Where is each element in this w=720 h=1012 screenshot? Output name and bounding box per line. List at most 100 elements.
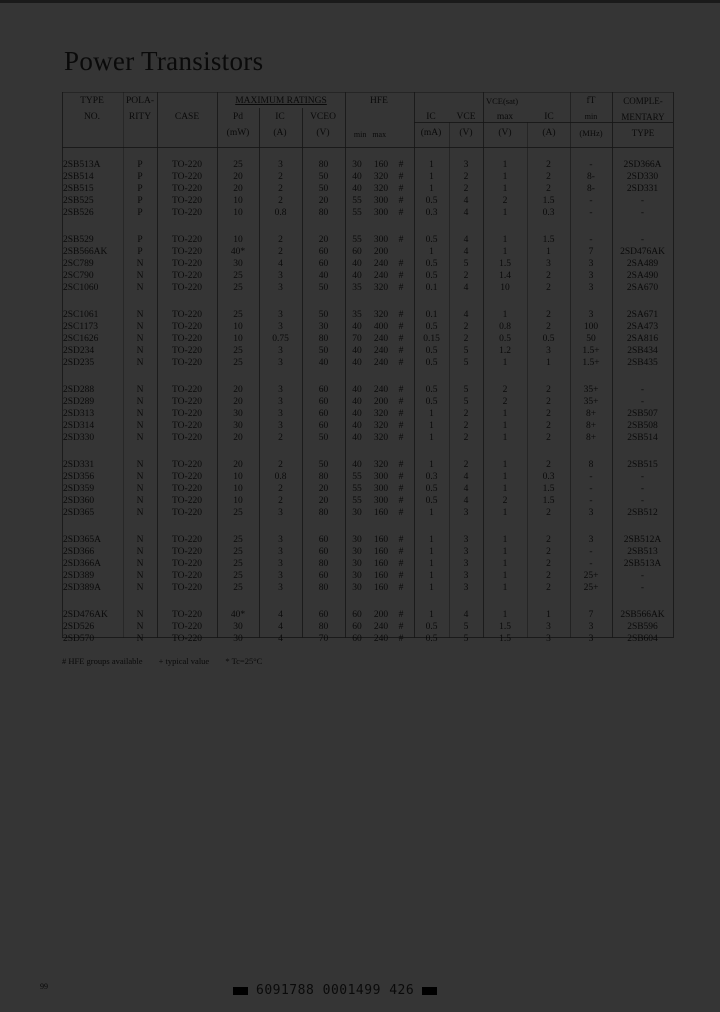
footnote-typical: + typical value [158, 656, 210, 666]
table-row: 2SD235 N TO-220 25 3 40 40 240 #0.5 5 1 1 1.5+ 2SB435 [62, 357, 673, 369]
cell-hfe-vce: 3 [463, 160, 469, 170]
cell-hfe-ic: 1 [429, 547, 434, 557]
table-row: 2SB529 P TO-220 10 2 20 55 300 #0.5 4 1 1.5 - - [62, 234, 673, 246]
cell-vcesat-max: 1 [502, 571, 508, 581]
cell-polarity: N [136, 610, 144, 620]
hfe-max: 160 [373, 559, 389, 569]
hfe-min: 55 [352, 496, 362, 506]
cell-case: TO-220 [172, 397, 202, 407]
cell-hfe: 40 320 # [345, 420, 414, 432]
cell-vceo: 60 [318, 571, 329, 581]
cell-vceo: 60 [318, 610, 329, 620]
hfe-min: 60 [352, 622, 362, 632]
hfe-group-mark: # [398, 283, 404, 293]
cell-hfe-ic: 0.5 [425, 322, 438, 332]
cell-vcesat-max: 1 [502, 535, 508, 545]
page-title: Power Transistors [64, 46, 264, 76]
cell-vceo: 20 [318, 196, 329, 206]
hfe-min: 40 [352, 259, 362, 269]
cell-polarity: P [137, 184, 143, 194]
cell-hfe-vce: 2 [463, 271, 469, 281]
header-hfe-ic-unit: (mA) [420, 128, 442, 138]
cell-type-no: 2SD289 [63, 397, 95, 407]
cell-hfe: 35 320 # [345, 282, 414, 294]
group-spacer [62, 369, 673, 384]
cell-polarity: P [137, 160, 143, 170]
hfe-group-mark: # [398, 310, 404, 320]
cell-type-no: 2SB515 [63, 184, 94, 194]
cell-case: TO-220 [172, 346, 202, 356]
cell-vcesat-ic: 2 [546, 172, 551, 182]
cell-type-no: 2SC790 [63, 271, 94, 281]
cell-type-no: 2SB514 [63, 172, 94, 182]
table-row: 2SD330 N TO-220 20 2 50 40 320 #1 2 1 2 8+ 2SB514 [62, 432, 673, 444]
table-row: 2SC1060 N TO-220 25 3 50 35 320 #0.1 4 10 2 3 2SA670 [62, 282, 673, 294]
hfe-min: 55 [352, 484, 362, 494]
cell-ic: 2 [278, 172, 283, 182]
cell-vcesat-ic: 2 [546, 271, 551, 281]
header-polarity-2: RITY [128, 112, 152, 122]
cell-vcesat-ic: 2 [546, 310, 551, 320]
cell-pd: 30 [233, 409, 243, 419]
cell-hfe-ic: 0.5 [425, 622, 438, 632]
cell-hfe: 30 160 # [345, 546, 414, 558]
table-row: 2SC1626 N TO-220 10 0.75 80 70 240 #0.15 2 0.5 0.5 5… [62, 333, 673, 345]
cell-ic: 2 [278, 460, 283, 470]
cell-vceo: 80 [318, 208, 329, 218]
cell-hfe-vce: 2 [463, 172, 469, 182]
cell-vceo: 50 [318, 346, 329, 356]
header-vcesat-max-unit: (V) [498, 128, 512, 138]
cell-pd: 25 [233, 310, 243, 320]
cell-case: TO-220 [172, 247, 202, 257]
cell-ic: 3 [278, 535, 283, 545]
cell-case: TO-220 [172, 571, 202, 581]
table-rule [612, 92, 613, 638]
cell-ft: 3 [588, 634, 594, 644]
cell-vcesat-max: 2 [502, 397, 508, 407]
cell-complementary-type: - [640, 496, 645, 506]
cell-vcesat-ic: 1 [546, 358, 551, 368]
cell-hfe-ic: 0.5 [425, 385, 438, 395]
cell-vcesat-max: 1 [502, 472, 508, 482]
hfe-min: 55 [352, 208, 362, 218]
cell-vcesat-ic: 1.5 [542, 496, 555, 506]
table-rule [345, 92, 346, 638]
cell-vceo: 50 [318, 184, 329, 194]
table-row: 2SD389A N TO-220 25 3 80 30 160 #1 3 1 2 25+ - [62, 582, 673, 594]
hfe-min: 40 [352, 421, 362, 431]
cell-vcesat-max: 1 [502, 460, 508, 470]
cell-pd: 25 [233, 571, 243, 581]
table-rule [62, 92, 63, 638]
cell-vcesat-ic: 2 [546, 160, 551, 170]
header-case: CASE [174, 112, 200, 122]
cell-type-no: 2SD365A [63, 535, 102, 545]
hfe-group-mark: # [398, 235, 404, 245]
cell-ic: 3 [278, 283, 283, 293]
cell-hfe-vce: 5 [463, 259, 469, 269]
table-row: 2SD365A N TO-220 25 3 60 30 160 #1 3 1 2 3 2SB512A [62, 534, 673, 546]
cell-pd: 25 [233, 535, 243, 545]
cell-pd: 25 [233, 583, 243, 593]
cell-vcesat-ic: 1 [546, 247, 551, 257]
cell-hfe: 60 240 # [345, 633, 414, 645]
cell-hfe-vce: 4 [463, 310, 469, 320]
cell-polarity: N [136, 571, 144, 581]
cell-case: TO-220 [172, 160, 202, 170]
cell-complementary-type: - [640, 385, 645, 395]
cell-polarity: N [136, 535, 144, 545]
cell-polarity: N [136, 421, 144, 431]
cell-complementary-type: 2SB515 [627, 460, 658, 470]
group-spacer [62, 294, 673, 309]
cell-ft: 8- [587, 184, 595, 194]
cell-ic: 3 [278, 571, 283, 581]
cell-vcesat-ic: 2 [546, 385, 551, 395]
cell-vcesat-max: 1 [502, 358, 508, 368]
hfe-max: 160 [373, 160, 389, 170]
cell-vcesat-max: 1.4 [499, 271, 511, 281]
cell-pd: 20 [233, 172, 243, 182]
cell-polarity: N [136, 385, 144, 395]
header-vceo: VCEO [310, 112, 336, 122]
cell-hfe-vce: 4 [463, 472, 469, 482]
cell-hfe-ic: 0.1 [425, 283, 438, 293]
cell-hfe: 40 240 # [345, 357, 414, 369]
